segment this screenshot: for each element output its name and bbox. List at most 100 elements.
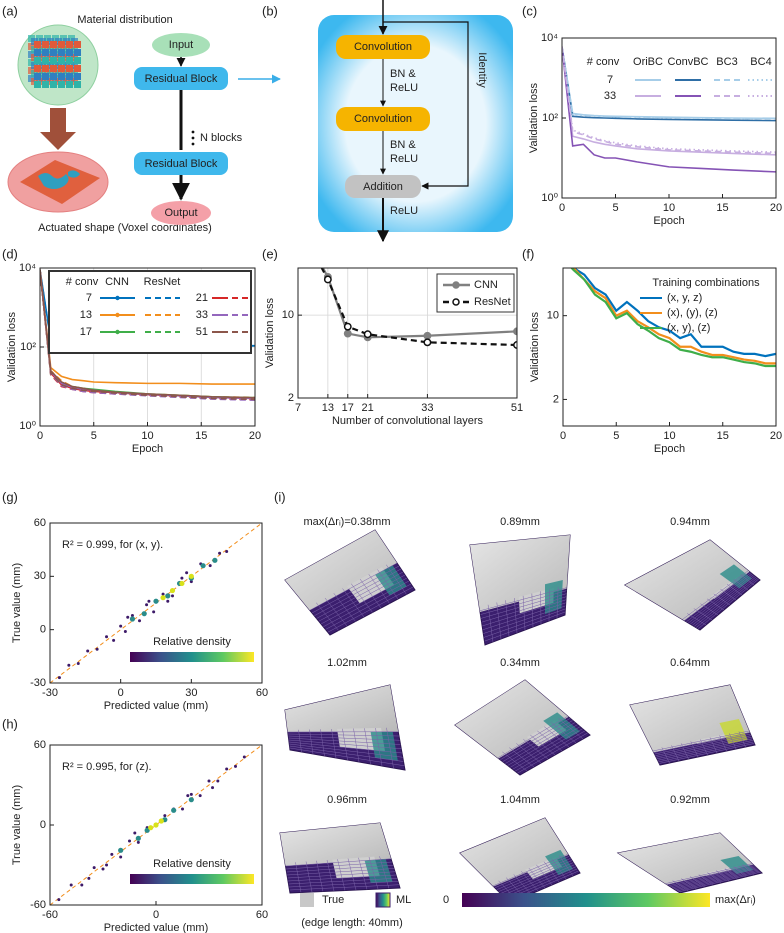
x-tick-label: 60 [256, 909, 268, 921]
x-tick-label: 5 [91, 430, 97, 442]
mesh-line [323, 580, 410, 627]
axes-frame [39, 267, 256, 427]
surface-true [285, 685, 399, 732]
point [152, 610, 156, 614]
point [160, 595, 166, 601]
series-line [40, 269, 255, 401]
voxel [58, 41, 65, 48]
point [147, 599, 151, 603]
voxel [50, 49, 57, 56]
edge-label: BN & [390, 68, 416, 80]
voxel [66, 81, 73, 88]
mesh-line [325, 583, 412, 630]
point [295, 220, 301, 226]
mesh-line [678, 871, 761, 893]
series-line [562, 46, 776, 120]
point [423, 338, 432, 347]
mesh-line [289, 743, 403, 758]
voxel [74, 57, 81, 64]
error-label: 1.04mm [500, 794, 540, 806]
voxel [34, 65, 41, 72]
point [87, 876, 91, 880]
x-tick-label: 30 [185, 687, 197, 699]
panel-label: (h) [2, 716, 18, 731]
x-axis-label: Number of convolutional layers [332, 415, 484, 427]
mesh-line [482, 599, 567, 627]
mesh-line [740, 574, 755, 586]
mesh-line [379, 856, 390, 889]
voxel [42, 41, 49, 48]
mesh-line [514, 730, 586, 772]
legend-title: Training combinations [652, 277, 760, 289]
x-tick-label: 7 [295, 402, 301, 414]
panel-label: (c) [522, 3, 537, 18]
point [145, 603, 149, 607]
y-tick-label: 2 [288, 392, 294, 404]
legend-label: (x, y, z) [667, 292, 702, 304]
series-line [562, 46, 776, 120]
voxel [74, 49, 81, 56]
mesh-line [671, 867, 757, 889]
mesh-line [724, 868, 738, 880]
point [76, 661, 80, 665]
voxel [58, 65, 65, 72]
node-label: Output [164, 207, 197, 219]
legend-row-label: 13 [80, 309, 92, 321]
point [158, 818, 164, 824]
point [86, 649, 90, 653]
y-tick-label: 0 [40, 819, 46, 831]
legend-label: ML [396, 894, 411, 906]
point [57, 676, 61, 680]
add-node [345, 175, 421, 198]
mesh-line [289, 747, 405, 766]
point [208, 564, 212, 568]
point [181, 807, 184, 811]
point [118, 847, 124, 853]
x-axis-label: Predicted value (mm) [104, 700, 209, 712]
series-line [562, 46, 776, 122]
point [165, 593, 171, 599]
series-line [562, 46, 776, 155]
mesh-line [500, 862, 574, 894]
x-tick-label: 0 [559, 202, 565, 214]
point [207, 779, 211, 783]
node-label: Convolution [354, 41, 412, 53]
mesh-line [692, 575, 755, 626]
voxel [34, 49, 41, 56]
mesh-line [738, 731, 746, 748]
colorbar-label: Relative density [153, 636, 231, 648]
voxel [42, 57, 49, 64]
point [180, 576, 184, 580]
legend-label: CNN [474, 279, 498, 291]
voxel [50, 41, 57, 48]
colorbar [462, 893, 710, 907]
caption: Actuated shape (Voxel coordinates) [38, 222, 212, 234]
mesh-line [558, 855, 574, 877]
point [189, 792, 193, 796]
mesh-line [483, 605, 566, 634]
point [80, 883, 84, 887]
arrow [40, 108, 76, 150]
legend-row-label: 7 [607, 74, 613, 86]
mesh-line [537, 730, 563, 752]
mesh-line [288, 741, 403, 754]
point [343, 322, 352, 331]
mesh-line [675, 869, 759, 891]
x-axis-label: Epoch [132, 443, 163, 455]
mesh-line [517, 732, 588, 774]
y-axis-label: Validation loss [264, 297, 276, 368]
error-patch [720, 856, 754, 874]
voxel [42, 49, 49, 56]
mesh-line [558, 718, 584, 740]
mesh-line [536, 864, 553, 886]
voxel [42, 73, 49, 80]
point [92, 866, 96, 870]
series-line [321, 268, 517, 339]
mesh-line [368, 574, 390, 604]
error-patch [543, 712, 580, 740]
point [216, 779, 220, 783]
colorbar-min: 0 [443, 894, 449, 906]
input-node [152, 33, 210, 57]
panel-label: (i) [274, 489, 286, 504]
voxel [58, 57, 65, 64]
